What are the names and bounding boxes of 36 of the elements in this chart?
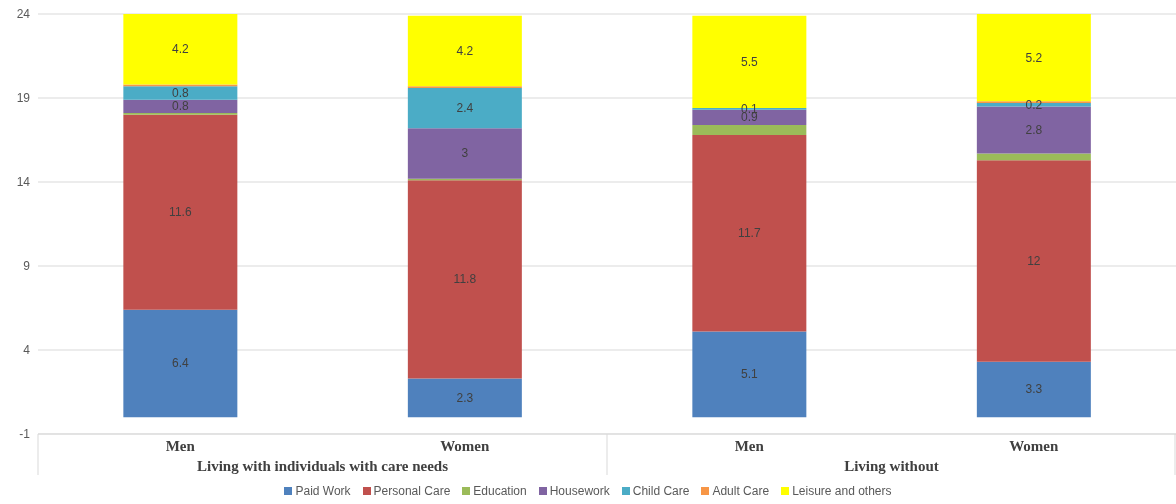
data-label: 5.2 xyxy=(1025,50,1043,65)
y-tick-label: 19 xyxy=(16,91,31,106)
y-tick-label: 14 xyxy=(16,175,31,190)
data-label: 4.2 xyxy=(172,42,190,57)
legend-label: Paid Work xyxy=(294,484,351,498)
data-label: 3 xyxy=(461,146,469,161)
data-label: 5.5 xyxy=(741,54,759,69)
x-tick-label: Men xyxy=(734,438,765,454)
data-label: 0.8 xyxy=(172,85,190,100)
legend-label: Education xyxy=(472,484,527,498)
data-label: 0.8 xyxy=(172,99,190,114)
data-label: 6.4 xyxy=(172,356,190,371)
data-label: 5.1 xyxy=(741,367,759,382)
text: Living with individuals with care needs xyxy=(196,458,449,474)
y-tick-label: 24 xyxy=(16,7,31,22)
legend-label: Adult Care xyxy=(711,484,770,498)
x-tick-label: Women xyxy=(440,438,490,454)
y-tick-label: 4 xyxy=(23,343,31,358)
legend-label: Child Care xyxy=(631,484,690,498)
data-label: 3.3 xyxy=(1025,382,1043,397)
x-tick-label: Men xyxy=(165,438,196,454)
legend-label: Leisure and others xyxy=(791,484,892,498)
data-label: 11.6 xyxy=(169,205,192,220)
data-label: 11.7 xyxy=(738,226,761,241)
data-label: 2.8 xyxy=(1025,122,1043,137)
y-tick-label: -1 xyxy=(19,427,31,442)
data-label: 11.8 xyxy=(453,272,477,287)
data-label: 4.2 xyxy=(456,43,474,58)
data-label: 2.3 xyxy=(456,390,474,405)
legend-label: Housework xyxy=(548,484,610,498)
legend-label: Personal Care xyxy=(372,484,451,498)
x-tick-label: Women xyxy=(1009,438,1059,454)
text: Living without xyxy=(844,458,939,474)
data-label: 12 xyxy=(1027,253,1041,268)
data-label: 2.4 xyxy=(456,101,474,116)
y-tick-label: 9 xyxy=(23,259,31,274)
